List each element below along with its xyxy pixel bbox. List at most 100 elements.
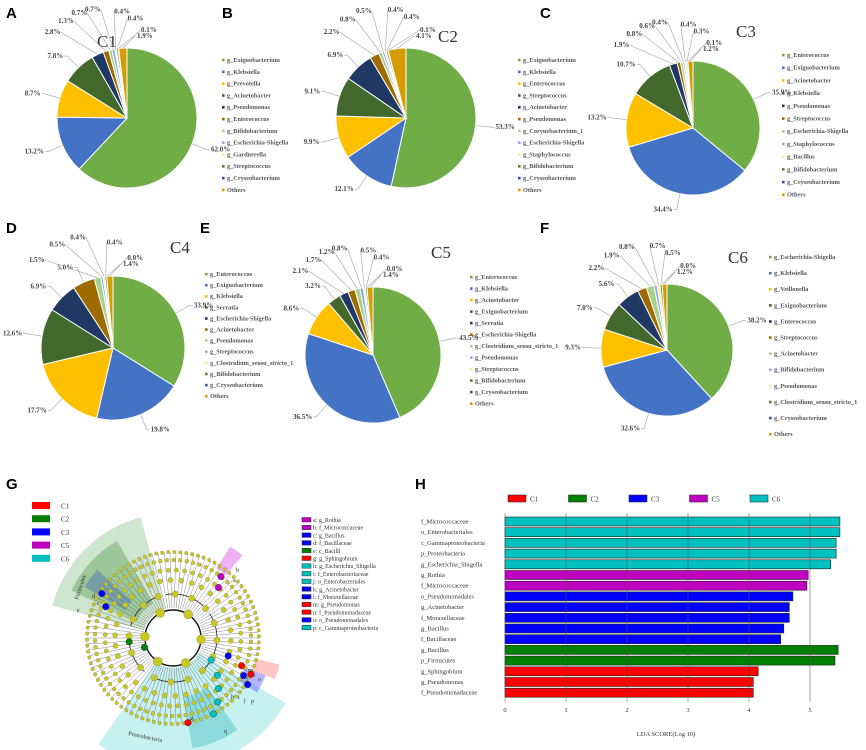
clade-key-swatch — [301, 601, 312, 607]
leader-line — [74, 267, 84, 283]
leader-line — [175, 305, 193, 314]
leader-line — [41, 93, 60, 99]
slice-value-label: 0.1% — [141, 26, 157, 34]
clade-node — [171, 557, 176, 563]
clade-node — [154, 593, 162, 600]
legend-label: g_Bifidobacterium — [787, 166, 838, 173]
clade-node — [108, 577, 112, 582]
legend-swatch — [769, 255, 772, 259]
clade-node — [151, 700, 156, 706]
clade-node — [188, 580, 195, 586]
legend-label: g_Cryseobacterium — [227, 175, 281, 182]
clade-node — [160, 550, 165, 555]
clade-node — [112, 671, 118, 677]
pie-title: C3 — [736, 22, 756, 41]
legend-label: g_Veillonella — [774, 286, 809, 293]
clade-node — [140, 631, 150, 642]
lda-bar — [504, 612, 790, 623]
clade-node — [95, 677, 100, 682]
clade-node — [189, 711, 195, 716]
clade-node — [211, 619, 218, 627]
lda-bar-label: f_Micrococcaceae — [421, 583, 469, 590]
clade-node — [175, 721, 180, 726]
clade-node — [248, 633, 254, 638]
clade-node — [253, 610, 258, 615]
clade-node — [122, 574, 127, 580]
legend-swatch — [205, 317, 208, 320]
clade-node — [125, 672, 131, 678]
legend-swatch — [470, 367, 473, 371]
clade-node-highlight — [214, 685, 222, 693]
legend-label: Others — [210, 393, 229, 400]
legend-label: g_Cryseobacterium — [774, 415, 828, 422]
slice-value-label: 43.5% — [459, 334, 478, 342]
clade-node — [193, 719, 198, 723]
legend-swatch — [518, 117, 521, 121]
clade-node — [162, 692, 168, 699]
clade-node — [201, 555, 206, 560]
lda-bar-label: o_Pseudomonadales — [421, 593, 475, 600]
clade-node — [207, 558, 212, 562]
clade-node — [215, 598, 221, 604]
legend-swatch — [470, 287, 473, 290]
slice-value-label: 12.6% — [3, 330, 22, 338]
lda-bar — [504, 645, 839, 655]
clade-node — [246, 594, 251, 599]
clade-node — [199, 697, 204, 703]
legend-label: g_Escherichia-Shigella — [210, 315, 272, 322]
lda-bar-label: o_Enterobacteriales — [421, 529, 473, 536]
clade-node-highlight — [98, 590, 106, 598]
clade-node — [188, 594, 196, 602]
clade-letter: p — [251, 699, 254, 705]
clade-key-swatch — [301, 524, 312, 530]
clade-node — [129, 711, 134, 716]
clade-node — [238, 690, 242, 694]
clade-node — [228, 638, 234, 644]
leader-line — [117, 18, 128, 49]
leader-line — [366, 268, 387, 288]
leader-line — [60, 31, 98, 55]
clade-branch — [175, 667, 183, 724]
clade-node — [150, 711, 155, 716]
clade-node — [103, 648, 109, 654]
clade-node — [235, 655, 241, 660]
clade-node — [106, 692, 111, 697]
clade-node — [254, 616, 259, 621]
clade-node — [233, 589, 239, 595]
clade-branch — [202, 631, 259, 637]
legend-swatch — [782, 91, 785, 95]
clade-node — [144, 709, 149, 714]
slice-value-label: 0.5% — [50, 241, 66, 249]
clade-node — [191, 700, 197, 706]
legend-swatch — [782, 155, 785, 158]
slice-value-label: 1.7% — [306, 256, 322, 264]
group-legend-label: C2 — [61, 516, 70, 524]
clade-node — [223, 593, 229, 598]
slice-value-label: 0.8% — [340, 15, 356, 23]
clade-node — [134, 577, 140, 583]
clade-node — [240, 601, 246, 606]
lda-tick-label: 5 — [808, 707, 811, 714]
legend-swatch — [470, 275, 473, 279]
clade-node — [229, 687, 234, 693]
clade-node — [175, 703, 181, 709]
clade-node — [248, 626, 253, 631]
lda-bar-label: f_Pseudomonadaceae — [421, 690, 477, 697]
legend-swatch — [782, 79, 785, 82]
lda-bar — [504, 677, 754, 687]
slice-value-label: 13.2% — [25, 148, 44, 156]
clade-node — [170, 713, 175, 719]
legend-swatch — [782, 53, 785, 57]
clade-node — [103, 624, 109, 629]
legend-label: Others — [774, 431, 793, 438]
clade-node-highlight — [102, 603, 110, 611]
pie-slice — [692, 60, 761, 172]
clade-node — [128, 649, 135, 657]
clade-node — [85, 643, 90, 648]
clade-node — [133, 679, 139, 686]
clade-node — [116, 691, 121, 697]
legend-label: g_Klebsiella — [787, 90, 821, 97]
clade-node — [245, 613, 250, 618]
leader-line — [636, 64, 651, 77]
